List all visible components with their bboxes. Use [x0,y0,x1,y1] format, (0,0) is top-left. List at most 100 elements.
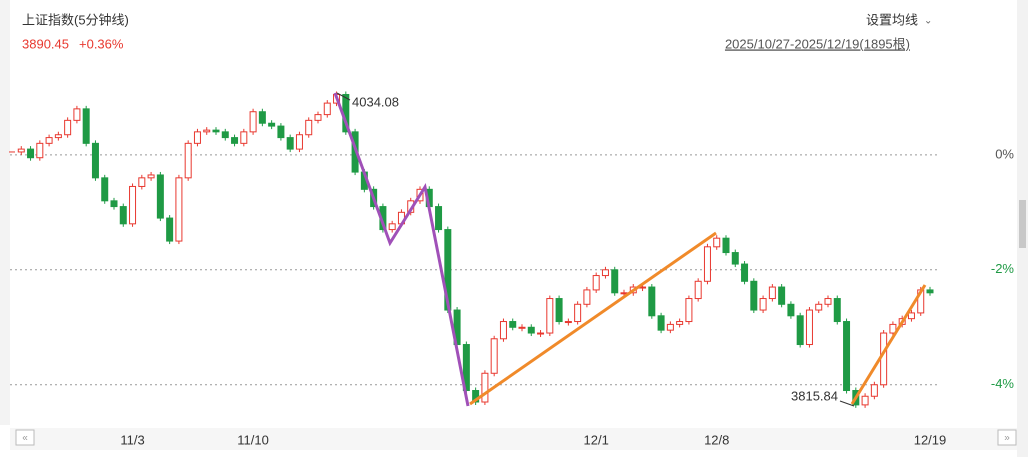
candle [537,332,545,335]
scroll-thumb[interactable] [1019,200,1026,248]
purple-trend [333,92,470,407]
candle [221,131,229,139]
candle [231,137,239,144]
candle [601,269,609,277]
candle [435,206,443,231]
candle [880,332,888,386]
candle [768,286,776,300]
candle [314,114,322,121]
candle [518,326,526,329]
min-arrow [839,400,855,407]
candle [54,134,62,139]
candle [490,338,498,374]
candle [36,142,44,159]
candle [527,326,535,334]
chart-title: 上证指数(5分钟线) [22,12,129,27]
candle [870,384,878,397]
orange-trend [850,284,927,405]
scroll-left-icon[interactable]: « [22,433,28,444]
candle [193,131,201,144]
range-label[interactable]: 2025/10/27-2025/12/19(1895根) [725,36,910,51]
candle [499,321,507,340]
candle [91,142,99,179]
candle [648,286,656,317]
trend-lines [333,92,927,407]
candle [666,323,674,331]
candle [574,303,582,323]
candle [203,129,211,133]
candle [713,237,721,248]
candle [268,122,276,127]
candle [676,321,684,325]
x-tick-label: 12/8 [704,432,729,447]
candle [138,177,146,187]
candle [119,206,127,225]
candle [805,309,813,346]
candle [45,137,53,144]
settings[interactable]: 设置均线 [866,12,918,27]
candle [175,177,183,242]
x-tick-label: 11/10 [237,432,269,447]
x-tick-label: 12/19 [914,432,947,447]
candle [305,119,313,136]
x-tick-label: 11/3 [120,432,144,447]
candle [481,372,489,403]
candle [73,108,81,121]
candle [388,223,396,231]
time-bar [10,428,1017,450]
candle [147,174,155,179]
orange-trend [469,231,717,406]
candle [110,200,118,208]
candle [731,252,739,265]
scroll-left[interactable] [15,429,35,446]
candle [722,237,730,254]
candle [787,303,795,317]
y-tick-label: 0% [995,146,1014,161]
candle [129,185,137,225]
candle [249,111,257,133]
x-tick-label: 12/1 [584,432,609,447]
candle [611,269,619,294]
candle [277,125,285,139]
candle [703,246,711,282]
candle [907,312,915,320]
settings-arrow[interactable]: ⌄ [924,16,932,27]
scroll-right[interactable] [997,429,1017,446]
candle [685,298,693,323]
candle [82,108,90,144]
candle [184,142,192,179]
candle [926,289,934,294]
candle [555,298,563,323]
candle [657,315,665,331]
candle [323,102,331,116]
candle [64,119,72,136]
candle [694,280,702,300]
scroll-right-icon[interactable]: » [1004,433,1010,444]
side-strip [0,0,10,425]
price: 3890.45 [22,36,69,51]
candle [27,148,35,159]
candle [509,321,517,328]
candle [9,151,15,153]
candle [592,275,600,291]
candle [156,174,164,219]
candle [889,323,897,334]
y-tick-label: -2% [991,261,1015,276]
candle [286,137,294,150]
candle [240,131,248,144]
candle [861,395,869,406]
candle [258,111,266,124]
candle [824,298,832,305]
candle [843,321,851,392]
candle [166,217,174,242]
candle [833,298,841,323]
candle [741,263,749,282]
candle [546,298,554,334]
y-tick-label: -4% [991,376,1015,391]
candle [295,134,303,150]
candle [750,280,758,311]
max-label: 4034.08 [352,94,399,109]
candle [620,292,628,295]
candle [212,129,220,133]
change: +0.36% [79,36,124,51]
